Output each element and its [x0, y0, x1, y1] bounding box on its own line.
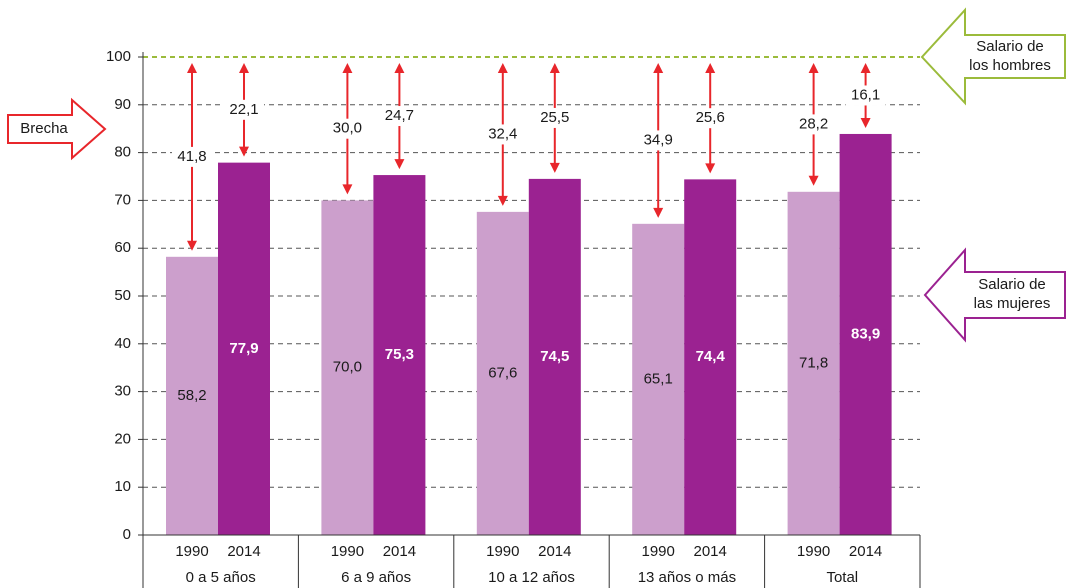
gap-label: 30,0 — [333, 120, 362, 137]
arrow-head — [549, 63, 560, 73]
value-label: 67,6 — [488, 364, 517, 381]
gap-label: 32,4 — [488, 125, 517, 142]
arrow-head — [497, 195, 508, 206]
series-label: 1990 — [175, 543, 208, 560]
value-label: 77,9 — [229, 340, 258, 357]
y-tick-label: 50 — [114, 287, 131, 304]
bar — [787, 191, 840, 535]
value-label: 58,2 — [177, 387, 206, 404]
gap-arrow-shape — [7, 97, 107, 161]
y-tick-label: 70 — [114, 191, 131, 208]
arrow-head — [860, 117, 871, 128]
arrow-head — [239, 63, 249, 73]
arrow-head — [808, 175, 819, 186]
arrow-head — [860, 63, 871, 73]
value-label: 83,9 — [851, 325, 880, 342]
y-tick-label: 10 — [114, 478, 131, 495]
series-label: 1990 — [797, 543, 830, 560]
gap-label: 22,1 — [229, 101, 258, 118]
series-label: 2014 — [849, 543, 882, 560]
bar — [321, 200, 374, 535]
gap-label: 41,8 — [177, 148, 206, 165]
series-label: 2014 — [538, 543, 571, 560]
gap-label-bg — [534, 107, 575, 128]
value-label: 65,1 — [644, 370, 673, 387]
gap-label: 28,2 — [799, 115, 828, 132]
arrow-head — [705, 63, 716, 73]
y-tick-label: 40 — [114, 335, 131, 352]
gap-label: 25,5 — [540, 109, 569, 126]
x-tick-label: Total — [826, 569, 858, 586]
bar — [218, 162, 270, 535]
series-label: 1990 — [486, 543, 519, 560]
bar — [839, 133, 892, 535]
gap-label-bg — [690, 108, 731, 129]
women-arrow-shape — [923, 247, 1066, 343]
arrow-head — [705, 163, 716, 174]
annotation: Salario de — [978, 276, 1046, 293]
value-label: 75,3 — [385, 346, 414, 363]
men-arrow-shape — [920, 7, 1066, 106]
x-tick-label: 0 a 5 años — [186, 569, 256, 586]
value-label: 71,8 — [799, 354, 828, 371]
y-tick-label: 80 — [114, 144, 131, 161]
gap-label-bg — [482, 124, 523, 145]
gap-label: 34,9 — [644, 131, 673, 148]
gap-label-bg — [638, 130, 679, 151]
arrow-head — [394, 63, 405, 73]
arrow-head — [808, 63, 819, 73]
annotation: los hombres — [969, 57, 1051, 74]
y-tick-label: 100 — [106, 48, 131, 65]
arrow-head — [239, 146, 249, 157]
gap-label: 16,1 — [851, 86, 880, 103]
bar — [632, 223, 685, 535]
series-label: 2014 — [383, 543, 416, 560]
gap-label: 24,7 — [385, 107, 414, 124]
annotation: las mujeres — [974, 295, 1051, 312]
bar — [166, 256, 218, 535]
value-label: 70,0 — [333, 359, 362, 376]
y-tick-label: 60 — [114, 239, 131, 256]
value-label: 74,5 — [540, 348, 569, 365]
arrow-head — [653, 207, 664, 218]
gap-label-bg — [224, 99, 264, 120]
gap-label: 25,6 — [696, 109, 725, 126]
y-tick-label: 20 — [114, 430, 131, 447]
y-tick-label: 30 — [114, 383, 131, 400]
bar — [476, 211, 529, 535]
gap-label-bg — [327, 118, 368, 139]
value-label: 74,4 — [696, 348, 726, 365]
series-label: 2014 — [227, 543, 260, 560]
series-label: 2014 — [694, 543, 727, 560]
y-tick-label: 0 — [123, 526, 131, 543]
gap-label-bg — [172, 146, 212, 167]
series-label: 1990 — [331, 543, 364, 560]
arrow-head — [342, 184, 353, 195]
arrow-head — [549, 162, 560, 173]
series-label: 1990 — [642, 543, 675, 560]
gap-label-bg — [845, 85, 886, 106]
arrow-head — [497, 63, 508, 73]
x-tick-label: 10 a 12 años — [488, 569, 575, 586]
arrow-head — [342, 63, 353, 73]
bar — [528, 178, 581, 535]
arrow-head — [187, 240, 197, 251]
arrow-head — [653, 63, 664, 73]
x-tick-label: 6 a 9 años — [341, 569, 411, 586]
bar — [373, 175, 426, 536]
arrow-head — [394, 159, 405, 170]
annotation: Brecha — [20, 120, 68, 137]
arrow-head — [187, 63, 197, 73]
gap-label-bg — [793, 114, 834, 135]
bar — [684, 179, 737, 536]
y-tick-label: 90 — [114, 96, 131, 113]
annotation: Salario de — [976, 38, 1044, 55]
gap-label-bg — [379, 106, 420, 127]
x-tick-label: 13 años o más — [638, 569, 736, 586]
